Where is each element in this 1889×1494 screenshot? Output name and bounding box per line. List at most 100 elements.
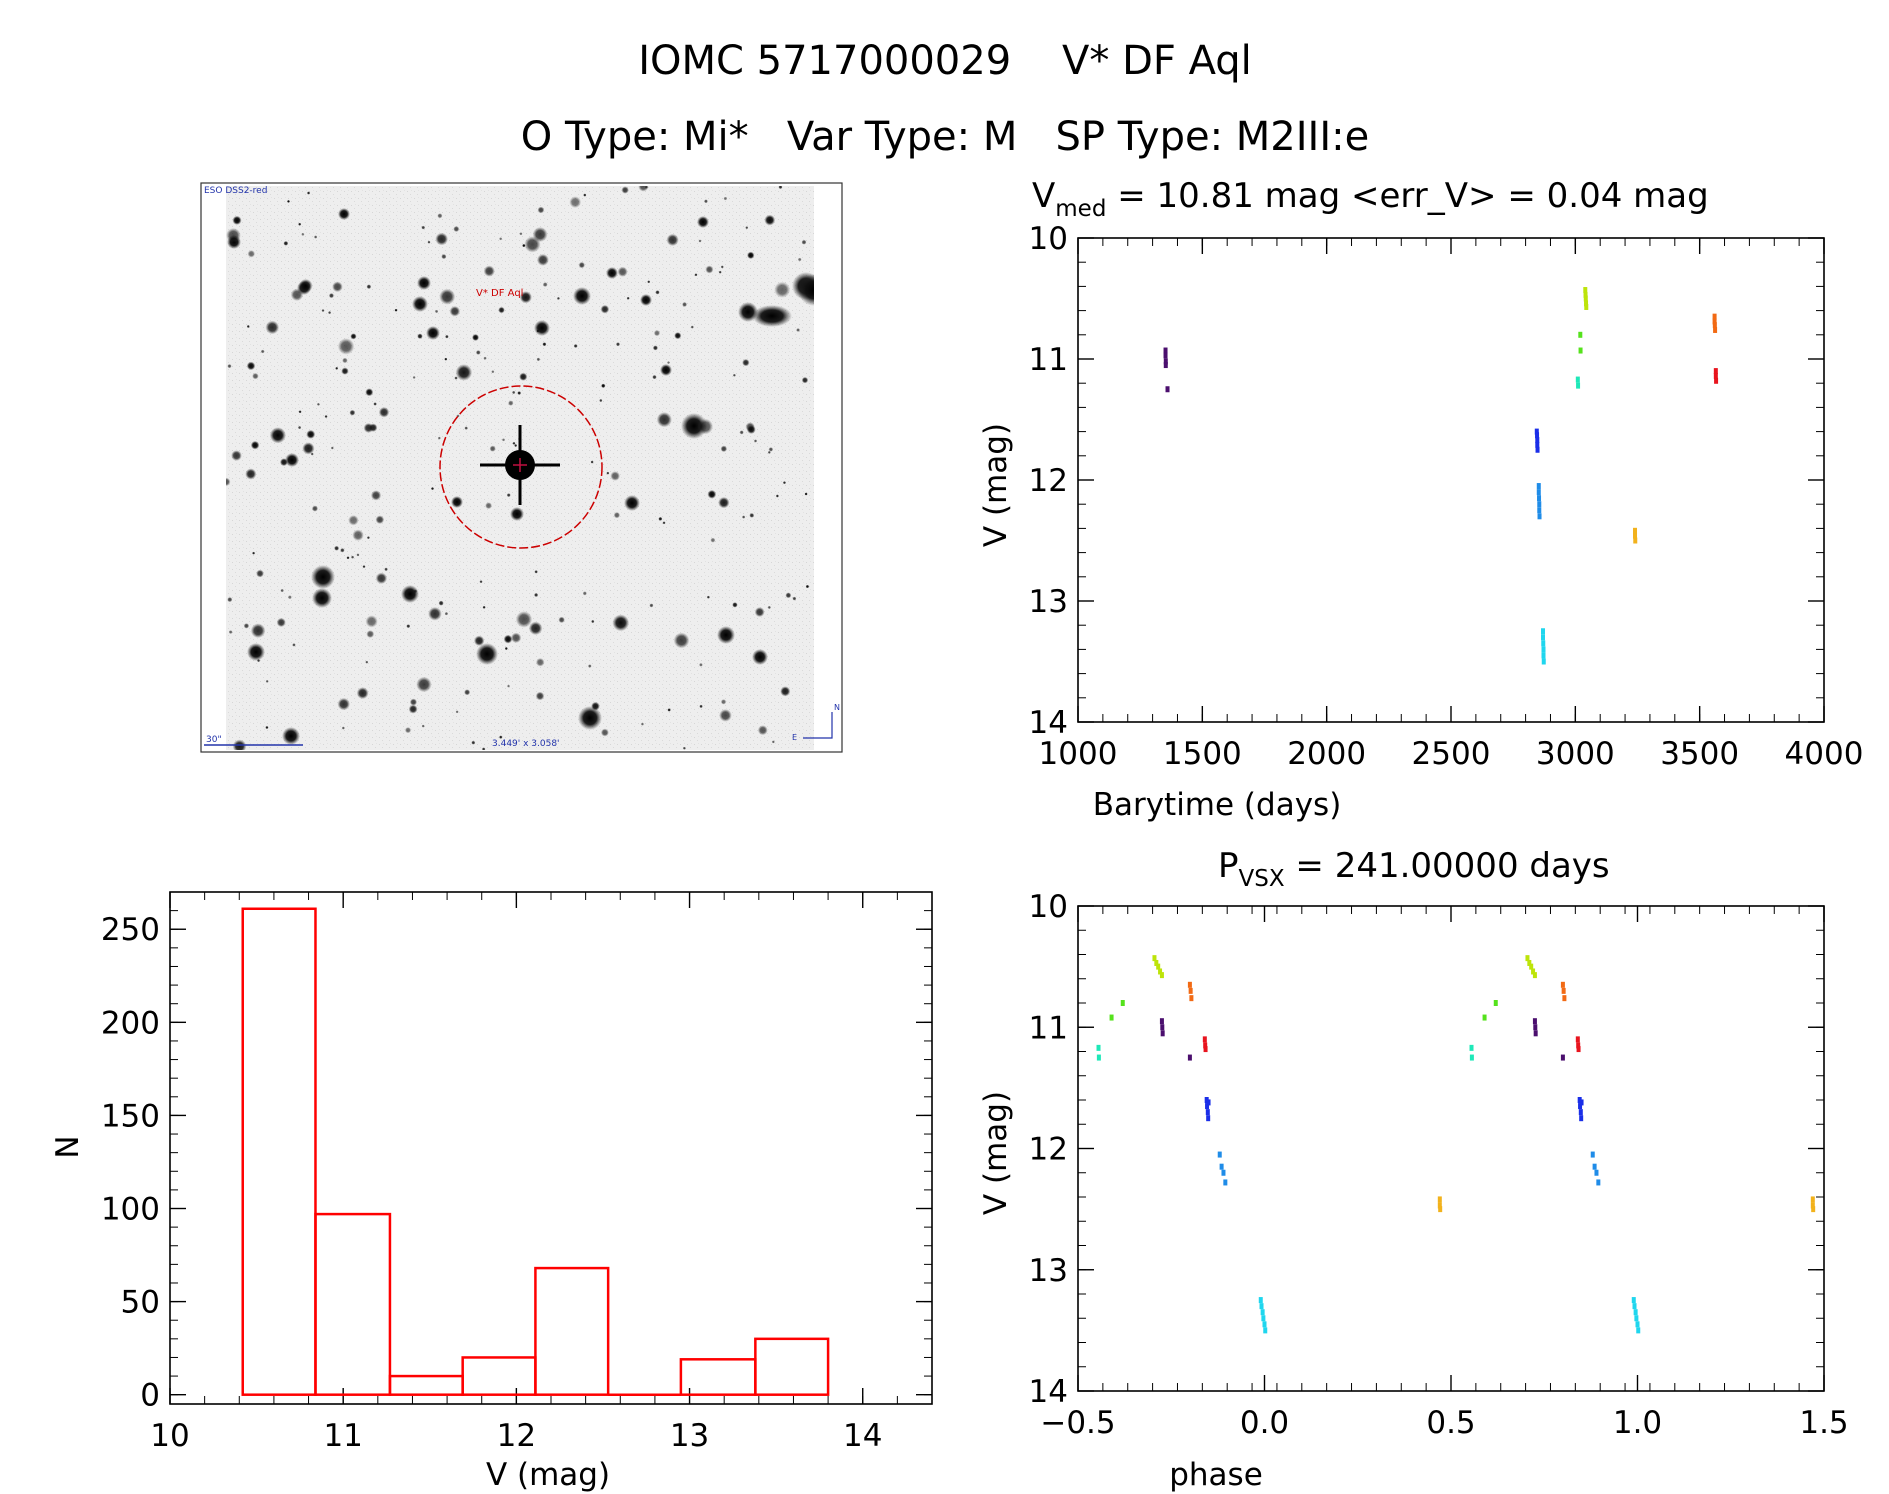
lightcurve-point-teal <box>1576 382 1581 389</box>
field-star <box>697 216 709 228</box>
histogram-bar <box>461 1356 537 1396</box>
field-star <box>754 607 765 618</box>
field-star <box>475 350 481 355</box>
star-field <box>226 186 814 750</box>
field-star <box>247 250 256 258</box>
field-star <box>519 372 528 381</box>
field-star <box>705 265 714 274</box>
field-star <box>697 418 714 435</box>
field-star <box>515 611 533 628</box>
phased-point-blue <box>1206 1115 1211 1122</box>
field-star <box>775 494 779 498</box>
field-star <box>451 496 463 508</box>
phased-point-gold <box>1810 1202 1815 1209</box>
lightcurve-xtick-label: 1000 <box>1039 736 1118 772</box>
lightcurve-point-green <box>1578 347 1583 354</box>
phased-point-blue <box>1579 1115 1584 1122</box>
histogram-ytick-label: 100 <box>101 1192 160 1228</box>
phased-ytick-label: 10 <box>1029 889 1068 925</box>
field-star <box>600 304 610 314</box>
field-star <box>498 306 505 314</box>
field-star <box>409 698 418 706</box>
field-star <box>449 305 461 317</box>
lightcurve-point-cyan <box>1541 646 1546 653</box>
lightcurve-point-yellowgreen <box>1583 291 1588 298</box>
field-star <box>720 445 728 453</box>
target-circle <box>439 385 603 549</box>
field-star <box>375 515 385 524</box>
field-star <box>612 614 630 632</box>
field-star <box>606 267 618 279</box>
field-star <box>341 726 345 730</box>
field-star <box>719 709 732 722</box>
field-star <box>615 342 621 347</box>
field-star <box>578 261 585 269</box>
field-star <box>282 727 300 745</box>
field-star <box>771 740 775 744</box>
lightcurve-point-azure <box>1537 513 1542 520</box>
field-star <box>346 556 350 560</box>
field-star <box>774 281 791 298</box>
lightcurve-point-blue <box>1535 441 1540 448</box>
field-star <box>535 691 545 701</box>
field-star <box>749 512 755 518</box>
field-star <box>508 400 514 406</box>
field-star <box>582 591 587 596</box>
histogram-xtick-label: 10 <box>150 1418 189 1454</box>
field-star <box>290 288 304 302</box>
field-star <box>767 450 771 454</box>
field-star <box>732 373 736 377</box>
field-star <box>412 375 416 379</box>
field-star <box>352 529 364 541</box>
phased-point-cyan <box>1636 1327 1641 1334</box>
phased-point-blue <box>1578 1109 1583 1116</box>
phased-point-green <box>1493 1000 1498 1006</box>
field-star <box>473 635 485 647</box>
field-star <box>342 357 348 364</box>
phased-point-blue <box>1578 1103 1583 1110</box>
field-star <box>778 186 783 190</box>
field-star <box>269 427 286 444</box>
field-star <box>316 402 320 406</box>
field-star <box>483 356 487 360</box>
phased-point-azure <box>1221 1169 1226 1176</box>
field-star <box>804 492 808 496</box>
field-star <box>228 630 233 634</box>
field-star <box>660 364 672 376</box>
field-star <box>479 580 483 584</box>
field-star <box>624 495 640 511</box>
lightcurve-point-cyan <box>1541 640 1546 647</box>
field-star <box>464 426 468 430</box>
phased-point-yellowgreen <box>1152 955 1157 962</box>
field-star <box>435 232 449 246</box>
field-star <box>256 659 261 663</box>
field-star <box>613 511 621 519</box>
field-star <box>512 390 516 395</box>
field-star <box>653 329 661 337</box>
lightcurve-ylabel: V (mag) <box>978 423 1014 547</box>
phased-point-green <box>1109 1014 1114 1021</box>
field-star <box>256 569 264 578</box>
field-star <box>365 388 374 397</box>
field-star <box>512 441 516 445</box>
field-star <box>434 309 439 314</box>
field-star <box>227 364 232 369</box>
field-star <box>801 239 807 245</box>
field-star <box>227 597 233 603</box>
phased-point-gold <box>1810 1196 1815 1203</box>
field-star <box>348 515 359 526</box>
field-star <box>591 701 600 711</box>
phased-point-purple <box>1160 1030 1165 1037</box>
field-star <box>517 391 522 395</box>
field-star <box>499 237 503 241</box>
field-star <box>610 471 621 481</box>
type-line: O Type: Mi* Var Type: M SP Type: M2III:e <box>521 114 1369 160</box>
field-star <box>454 376 458 380</box>
field-star <box>745 226 749 230</box>
lightcurve-point-purple <box>1163 347 1168 354</box>
field-star <box>243 623 250 629</box>
phased-point-azure <box>1596 1179 1601 1186</box>
field-star <box>752 649 768 665</box>
phased-point-blue <box>1205 1109 1210 1116</box>
field-star <box>699 704 703 709</box>
